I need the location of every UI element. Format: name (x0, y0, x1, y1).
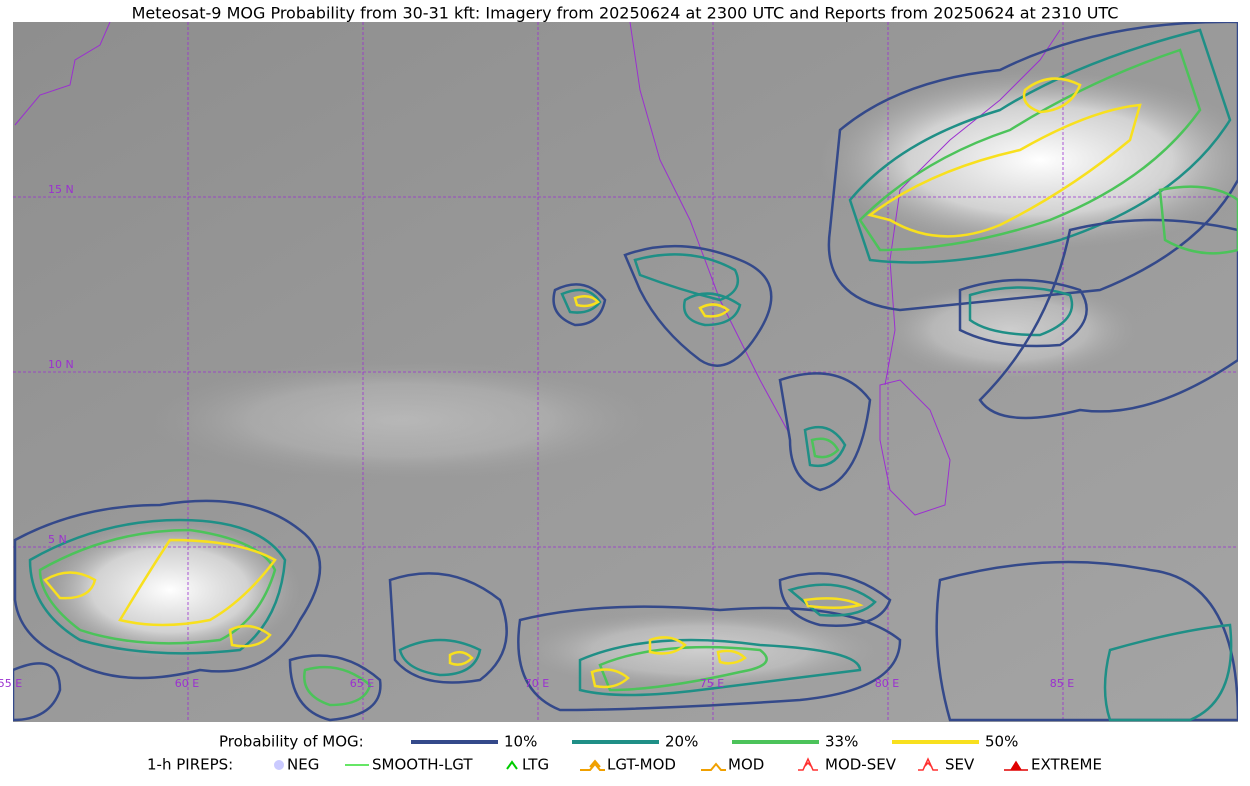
pirep-icon (580, 759, 605, 771)
lon-label: 75 E (700, 677, 724, 690)
pirep-icon (701, 762, 726, 771)
lon-label: 85 E (1050, 677, 1074, 690)
lon-label: 60 E (175, 677, 199, 690)
legend-label: MOD-SEV (825, 756, 897, 774)
lat-label: 10 N (48, 358, 74, 371)
legend-label: SEV (945, 756, 975, 774)
cloud (40, 520, 300, 660)
pirep-icon (1004, 760, 1028, 771)
lon-label: 70 E (525, 677, 549, 690)
grid-labels: 15 N 10 N 5 N 55 E 60 E 65 E 70 E 75 E 80 E 85 E (0, 183, 1074, 690)
pirep-icon (798, 757, 818, 771)
cloud (150, 360, 650, 480)
lon-label: 55 E (0, 677, 22, 690)
legend-label: LTG (522, 756, 549, 774)
grid (13, 22, 1238, 722)
legend-label: SMOOTH-LGT (372, 756, 473, 774)
cloud (820, 70, 1238, 250)
pirep-icon (918, 757, 938, 771)
pirep-icon (506, 760, 518, 770)
legend-label: 50% (985, 733, 1018, 751)
legend: Probability of MOG: 10% 20% 33% 50% 1-h PIREP… (147, 733, 1102, 774)
legend-label: MOD (728, 756, 764, 774)
legend-title: 1-h PIREPS: (147, 756, 233, 774)
legend-label: 33% (825, 733, 858, 751)
pirep-icon (274, 760, 284, 770)
legend-title: Probability of MOG: (219, 733, 364, 751)
legend-label: LGT-MOD (607, 756, 676, 774)
title: Meteosat-9 MOG Probability from 30-31 kf… (132, 4, 1119, 23)
legend-label: 10% (504, 733, 537, 751)
lon-label: 80 E (875, 677, 899, 690)
legend-label: 20% (665, 733, 698, 751)
coastline (14, 22, 1061, 516)
contours (13, 22, 1238, 722)
lat-label: 15 N (48, 183, 74, 196)
map (13, 22, 1238, 722)
legend-label: EXTREME (1031, 756, 1102, 774)
lon-label: 65 E (350, 677, 374, 690)
lat-label: 5 N (48, 533, 67, 546)
legend-label: NEG (287, 756, 319, 774)
